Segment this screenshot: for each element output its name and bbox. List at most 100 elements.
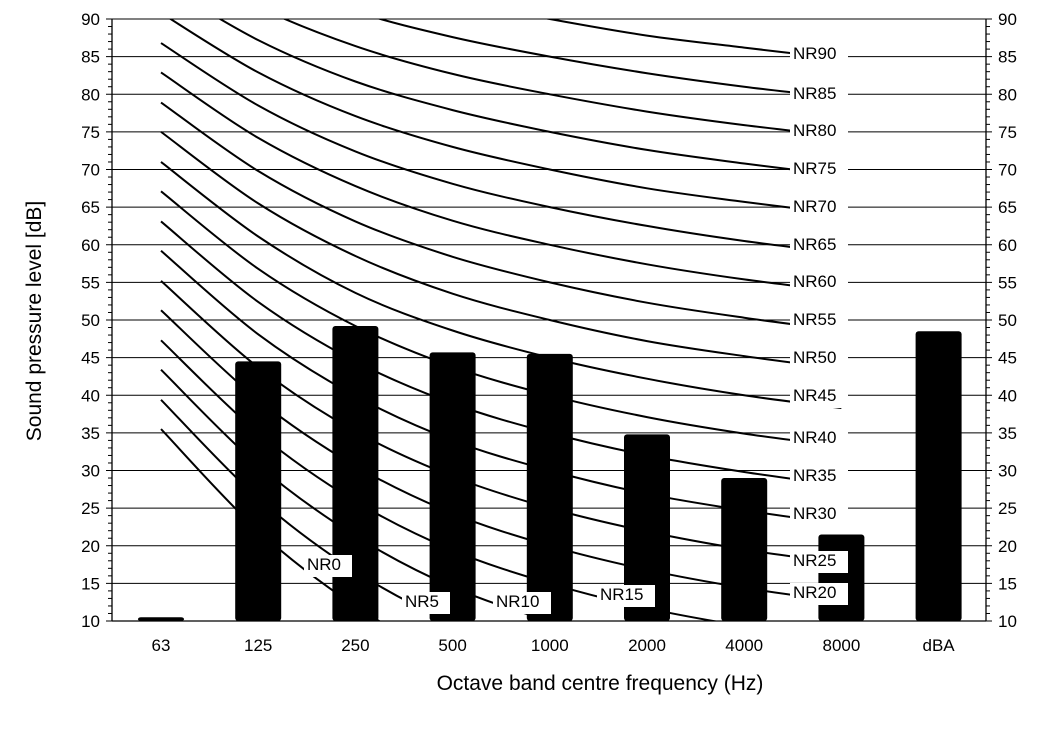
nr-curve-nr55 (160, 101, 842, 332)
y-right-tick-label: 80 (998, 85, 1017, 104)
y-right-tick-label: 70 (998, 161, 1017, 180)
nr-label-nr20: NR20 (793, 583, 836, 602)
y-right-tick-label: 50 (998, 311, 1017, 330)
bar-250 (332, 326, 379, 621)
y-right-tick-label: 30 (998, 462, 1017, 481)
nr-label-nr70: NR70 (793, 197, 836, 216)
x-tick-label: 8000 (822, 636, 860, 655)
nr-label-box (790, 386, 848, 408)
bar-4000 (721, 478, 768, 621)
x-tick-label: 2000 (628, 636, 666, 655)
nr-label-box (790, 466, 848, 488)
y-right-tick-label: 55 (998, 273, 1017, 292)
y-tick-label: 30 (81, 462, 100, 481)
y-right-tick-label: 35 (998, 424, 1017, 443)
nr-label-box (790, 310, 848, 332)
nr-curve-nr50 (160, 131, 842, 370)
nr-label-box (304, 555, 352, 577)
y-right-tick-label: 15 (998, 574, 1017, 593)
nr-label-nr25: NR25 (793, 551, 836, 570)
y-tick-label: 55 (81, 273, 100, 292)
bar-125 (235, 361, 282, 621)
axes: 10 10 15 15 20 20 25 25 30 30 35 35 40 40 45 45 50 50 55 55… (81, 10, 1017, 655)
bar-500 (429, 352, 476, 621)
y-right-tick-label: 90 (998, 10, 1017, 29)
nr-curve-nr85 (376, 19, 842, 99)
bar-1000 (526, 353, 573, 621)
nr-label-nr40: NR40 (793, 428, 836, 447)
nr-label-box (790, 551, 848, 573)
y-right-tick-label: 75 (998, 123, 1017, 142)
y-right-tick-label: 10 (998, 612, 1017, 631)
bar-63 (138, 617, 184, 621)
y-tick-label: 85 (81, 48, 100, 67)
y-tick-label: 65 (81, 198, 100, 217)
y-right-tick-label: 40 (998, 386, 1017, 405)
y-tick-label: 90 (81, 10, 100, 29)
nr-label-box (790, 121, 848, 143)
y-tick-label: 25 (81, 499, 100, 518)
nr-curve-nr80 (282, 19, 842, 138)
x-tick-label: 63 (152, 636, 171, 655)
y-tick-label: 75 (81, 123, 100, 142)
y-tick-label: 20 (81, 537, 100, 556)
x-tick-label: dBA (923, 636, 956, 655)
x-tick-label: 250 (341, 636, 369, 655)
bar-dba (915, 331, 962, 621)
y-tick-label: 40 (81, 386, 100, 405)
y-right-tick-label: 60 (998, 236, 1017, 255)
nr-label-box (790, 197, 848, 219)
y-tick-label: 35 (81, 424, 100, 443)
nr-curve-nr60 (160, 71, 842, 293)
nr-label-box (790, 84, 848, 106)
nr-label-box (790, 348, 848, 370)
nr-label-box (790, 44, 848, 66)
nr-label-nr35: NR35 (793, 466, 836, 485)
nr-label-box (597, 585, 655, 607)
x-tick-label: 500 (438, 636, 466, 655)
y-right-tick-label: 25 (998, 499, 1017, 518)
y-tick-label: 70 (81, 161, 100, 180)
nr-label-nr60: NR60 (793, 272, 836, 291)
nr-label-nr85: NR85 (793, 84, 836, 103)
nr-curve-nr75 (217, 19, 842, 177)
y-right-tick-label: 45 (998, 349, 1017, 368)
y-tick-label: 10 (81, 612, 100, 631)
y-right-tick-label: 20 (998, 537, 1017, 556)
y-tick-label: 15 (81, 574, 100, 593)
nr-label-nr65: NR65 (793, 235, 836, 254)
nr-curve-nr70 (168, 19, 842, 215)
nr-curve-nr40 (160, 190, 842, 448)
nr-label-box (790, 272, 848, 294)
nr-label-nr45: NR45 (793, 386, 836, 405)
nr-label-nr15: NR15 (600, 585, 643, 604)
x-tick-label: 125 (244, 636, 272, 655)
y-tick-label: 80 (81, 85, 100, 104)
nr-curve-nr35 (160, 220, 842, 487)
y-right-tick-label: 65 (998, 198, 1017, 217)
nr-label-box (790, 428, 848, 450)
x-tick-label: 1000 (531, 636, 569, 655)
nr-label-nr5: NR5 (405, 592, 439, 611)
nr-label-nr55: NR55 (793, 310, 836, 329)
nr-label-nr80: NR80 (793, 121, 836, 140)
nr-label-nr50: NR50 (793, 348, 836, 367)
y-axis-title: Sound pressure level [dB] (23, 201, 46, 441)
y-tick-label: 60 (81, 236, 100, 255)
nr-label-nr90: NR90 (793, 44, 836, 63)
y-tick-label: 45 (81, 349, 100, 368)
y-right-tick-label: 85 (998, 48, 1017, 67)
nr-label-box (790, 504, 848, 526)
nr-label-box (790, 235, 848, 257)
bar-2000 (624, 434, 670, 621)
nr-curve-nr90 (544, 19, 842, 60)
x-tick-label: 4000 (725, 636, 763, 655)
bar-8000 (818, 534, 865, 621)
bars (138, 326, 962, 621)
nr-label-box (790, 583, 848, 605)
nr-label-box (790, 159, 848, 181)
nr-curve-labels: NR20 NR25 NR30 NR35 NR40 NR45 NR50 NR55 NR60 NR65… (304, 44, 848, 614)
x-axis-title: Octave band centre frequency (Hz) (437, 672, 764, 695)
nr-label-nr75: NR75 (793, 159, 836, 178)
